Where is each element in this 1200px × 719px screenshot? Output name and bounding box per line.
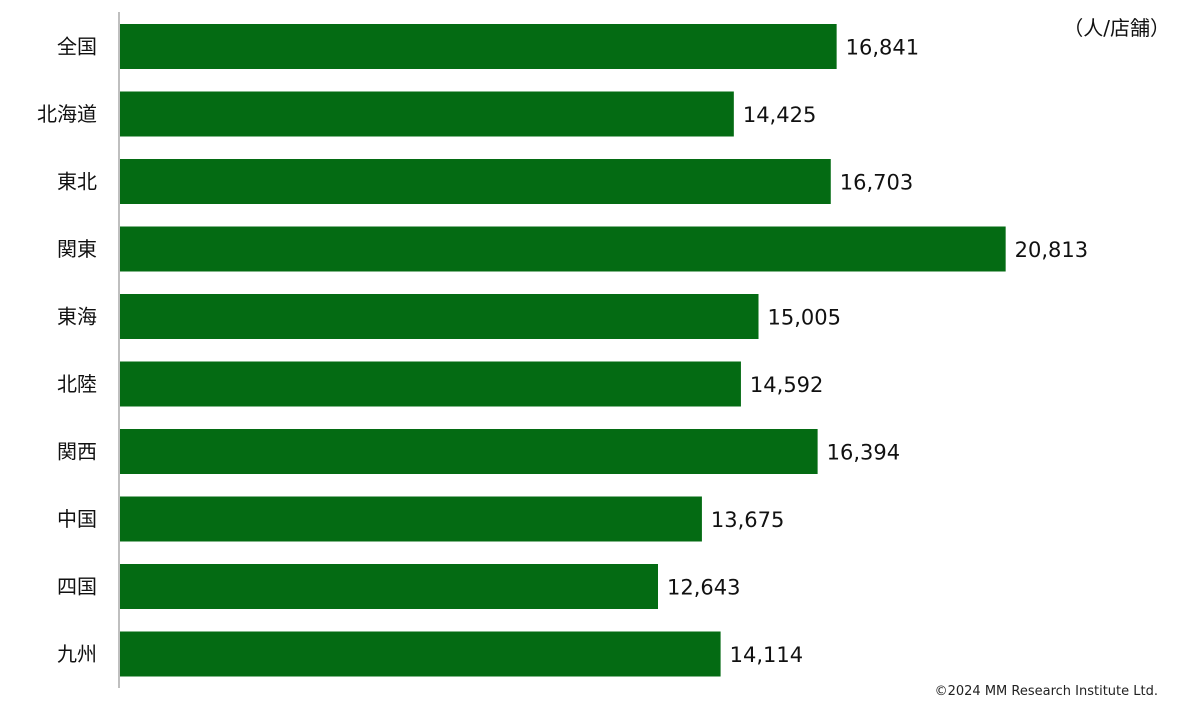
bar-9 (120, 631, 721, 677)
unit-label: （人/店舗） (1063, 16, 1170, 40)
bar-2 (120, 159, 831, 204)
value-label-9: 14,114 (730, 643, 803, 667)
category-label-0: 全国 (57, 35, 97, 59)
category-label-7: 中国 (57, 507, 97, 531)
category-label-4: 東海 (57, 305, 97, 329)
category-label-1: 北海道 (37, 102, 97, 126)
value-label-5: 14,592 (750, 373, 823, 397)
value-label-2: 16,703 (840, 171, 913, 195)
value-label-0: 16,841 (846, 36, 919, 60)
value-label-7: 13,675 (711, 508, 784, 532)
bar-0 (120, 24, 837, 69)
value-label-6: 16,394 (827, 441, 900, 465)
bar-3 (120, 226, 1006, 272)
bar-7 (120, 496, 702, 542)
bar-1 (120, 91, 734, 137)
copyright-text: ©2024 MM Research Institute Ltd. (934, 684, 1158, 699)
value-label-1: 14,425 (743, 103, 816, 127)
category-label-3: 関東 (57, 237, 97, 261)
value-label-8: 12,643 (667, 576, 740, 600)
value-label-3: 20,813 (1015, 238, 1088, 262)
category-label-8: 四国 (57, 575, 97, 599)
bar-8 (120, 564, 658, 609)
category-label-6: 関西 (57, 440, 97, 464)
category-label-2: 東北 (57, 170, 97, 194)
bar-5 (120, 361, 741, 407)
value-label-4: 15,005 (768, 306, 841, 330)
category-label-9: 九州 (57, 642, 97, 666)
bar-6 (120, 429, 818, 474)
category-label-5: 北陸 (57, 372, 97, 396)
bar-4 (120, 294, 759, 339)
